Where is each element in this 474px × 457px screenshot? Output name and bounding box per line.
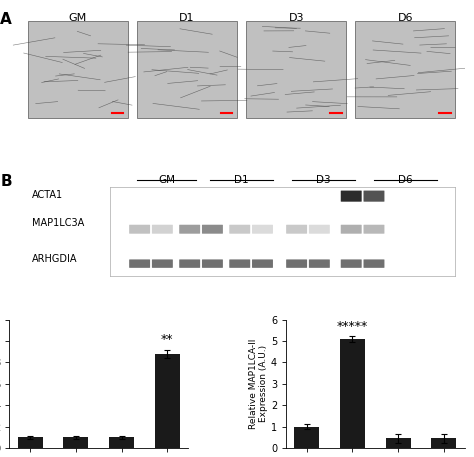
FancyBboxPatch shape: [229, 225, 250, 234]
FancyBboxPatch shape: [202, 225, 223, 234]
Text: A: A: [0, 11, 12, 27]
Text: **: **: [161, 334, 173, 346]
FancyBboxPatch shape: [152, 225, 173, 234]
Bar: [18, 437, 43, 448]
Bar: [294, 426, 319, 448]
Text: D6: D6: [398, 175, 413, 185]
FancyBboxPatch shape: [364, 260, 384, 268]
Bar: [155, 354, 180, 448]
Text: D6: D6: [398, 13, 413, 23]
Text: GM: GM: [158, 175, 175, 185]
Text: D3: D3: [316, 175, 331, 185]
FancyBboxPatch shape: [152, 260, 173, 268]
Text: D3: D3: [288, 13, 304, 23]
FancyBboxPatch shape: [364, 191, 384, 202]
FancyBboxPatch shape: [309, 260, 330, 268]
FancyBboxPatch shape: [252, 260, 273, 268]
FancyBboxPatch shape: [364, 225, 384, 234]
FancyBboxPatch shape: [356, 21, 456, 118]
Bar: [64, 437, 89, 448]
Text: MAP1LC3A: MAP1LC3A: [32, 218, 84, 228]
Text: GM: GM: [69, 13, 87, 23]
FancyBboxPatch shape: [341, 191, 362, 202]
FancyBboxPatch shape: [179, 225, 200, 234]
FancyBboxPatch shape: [341, 260, 362, 268]
Text: D1: D1: [179, 13, 195, 23]
FancyBboxPatch shape: [286, 260, 307, 268]
Text: D1: D1: [234, 175, 249, 185]
Bar: [340, 339, 365, 448]
FancyBboxPatch shape: [137, 21, 237, 118]
FancyBboxPatch shape: [229, 260, 250, 268]
FancyBboxPatch shape: [252, 225, 273, 234]
FancyBboxPatch shape: [129, 225, 150, 234]
FancyBboxPatch shape: [246, 21, 346, 118]
FancyBboxPatch shape: [286, 225, 307, 234]
Y-axis label: Relative MAP1LCA-II
Expression (A.U.): Relative MAP1LCA-II Expression (A.U.): [249, 339, 268, 429]
FancyBboxPatch shape: [309, 225, 330, 234]
Text: ARHGDIA: ARHGDIA: [32, 254, 78, 264]
Bar: [431, 438, 456, 448]
FancyBboxPatch shape: [341, 225, 362, 234]
FancyBboxPatch shape: [202, 260, 223, 268]
Bar: [109, 437, 134, 448]
FancyBboxPatch shape: [129, 260, 150, 268]
Text: *****: *****: [337, 320, 368, 333]
Text: ACTA1: ACTA1: [32, 190, 64, 200]
Bar: [385, 438, 410, 448]
FancyBboxPatch shape: [179, 260, 200, 268]
FancyBboxPatch shape: [27, 21, 128, 118]
Text: B: B: [0, 174, 12, 189]
